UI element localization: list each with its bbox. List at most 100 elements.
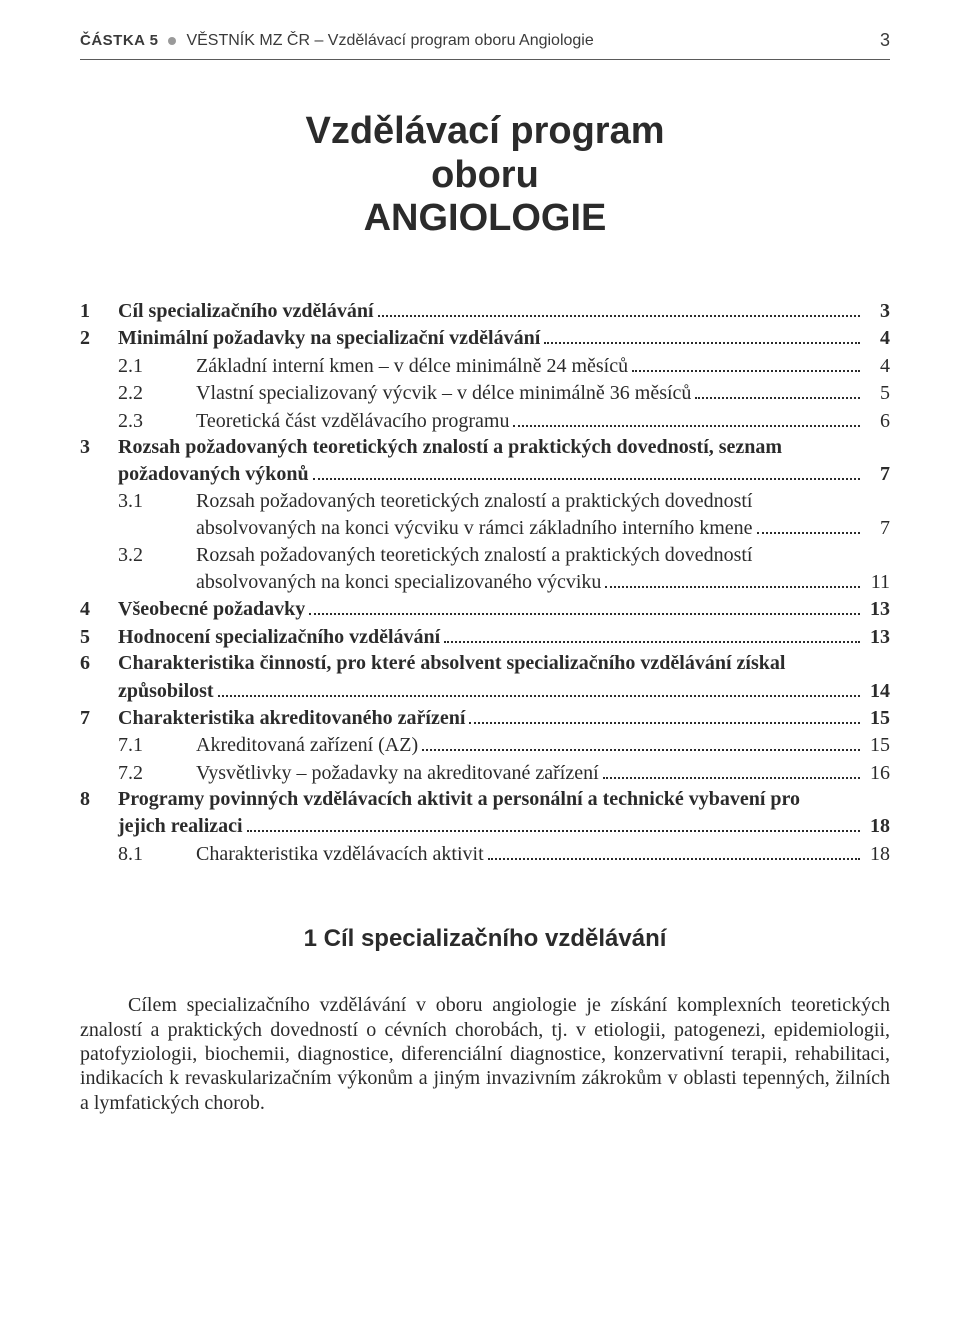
toc-number: 5 [80,624,118,650]
toc-label: jejich realizaci [80,813,243,839]
title-line-3: ANGIOLOGIE [80,197,890,241]
toc-leader [444,623,860,643]
toc-subentry: 7.2Vysvětlivky – požadavky na akreditova… [80,759,890,786]
toc-label: Všeobecné požadavky [118,596,305,622]
toc-leader [695,379,860,399]
toc-entry: 2Minimální požadavky na specializační vz… [80,324,890,351]
toc-label: Hodnocení specializačního vzdělávání [118,624,440,650]
toc-entry: 7Charakteristika akreditovaného zařízení… [80,704,890,731]
toc-subentry: 2.2Vlastní specializovaný výcvik – v dél… [80,379,890,406]
section-heading: 1 Cíl specializačního vzdělávání [80,925,890,953]
toc-page: 13 [864,624,890,650]
toc-leader [218,677,860,697]
toc-number: 8 [80,786,118,812]
toc-label: Vysvětlivky – požadavky na akreditované … [196,760,599,786]
toc-label: Akreditovaná zařízení (AZ) [196,732,418,758]
toc-leader [757,514,860,534]
toc-page: 3 [864,298,890,324]
toc-label: Rozsah požadovaných teoretických znalost… [196,488,752,514]
header-title: VĚSTNÍK MZ ČR – Vzdělávací program oboru… [186,32,593,50]
toc-page: 4 [864,325,890,351]
toc-subentry: 2.3Teoretická část vzdělávacího programu… [80,407,890,434]
toc-number: 2.3 [118,408,196,434]
toc-number: 2 [80,325,118,351]
toc-entry: 6Charakteristika činností, pro které abs… [80,650,890,676]
toc-page: 18 [864,841,890,867]
toc-entry-continuation: požadovaných výkonů7 [80,460,890,487]
toc-label: Teoretická část vzdělávacího programu [196,408,509,434]
toc-page: 13 [864,596,890,622]
bullet-icon [168,37,176,45]
toc-number: 2.2 [118,380,196,406]
toc-leader [313,460,860,480]
toc-leader [513,407,860,427]
toc-leader [632,352,860,372]
toc-number: 7.1 [118,732,196,758]
toc-label: absolvovaných na konci specializovaného … [118,569,601,595]
header-part: ČÁSTKA 5 [80,32,158,49]
title-line-1: Vzdělávací program [80,110,890,154]
toc-number: 3.1 [118,488,196,514]
document-title: Vzdělávací program oboru ANGIOLOGIE [80,110,890,241]
toc-number: 1 [80,298,118,324]
toc-label: Charakteristika vzdělávacích aktivit [196,841,484,867]
toc-subentry: 3.1Rozsah požadovaných teoretických znal… [80,488,890,514]
toc-page: 15 [864,705,890,731]
toc-number: 4 [80,596,118,622]
toc-subentry: 2.1Základní interní kmen – v délce minim… [80,352,890,379]
toc-entry: 3Rozsah požadovaných teoretických znalos… [80,434,890,460]
toc-number: 6 [80,650,118,676]
toc-page: 15 [864,732,890,758]
toc-label: Charakteristika činností, pro které abso… [118,650,785,676]
toc-entry-continuation: způsobilost 14 [80,677,890,704]
toc-label: absolvovaných na konci výcviku v rámci z… [118,515,753,541]
toc-label: Programy povinných vzdělávacích aktivit … [118,786,800,812]
toc-page: 4 [864,353,890,379]
toc-label: Charakteristika akreditovaného zařízení [118,705,465,731]
toc-subentry: 3.2Rozsah požadovaných teoretických znal… [80,542,890,568]
toc-page: 18 [864,813,890,839]
toc-number: 7 [80,705,118,731]
toc-entry-continuation: jejich realizaci 18 [80,812,890,839]
toc-leader [469,704,860,724]
page: ČÁSTKA 5 VĚSTNÍK MZ ČR – Vzdělávací prog… [0,0,960,1330]
toc-page: 5 [864,380,890,406]
section-body: Cílem specializačního vzdělávání v oboru… [80,993,890,1115]
toc-label: Základní interní kmen – v délce minimáln… [196,353,628,379]
toc-leader [247,812,860,832]
toc-entry: 8Programy povinných vzdělávacích aktivit… [80,786,890,812]
table-of-contents: 1Cíl specializačního vzdělávání32Minimál… [80,297,890,867]
toc-page: 6 [864,408,890,434]
toc-leader [422,731,860,751]
toc-leader [603,759,860,779]
toc-label: Rozsah požadovaných teoretických znalost… [118,434,782,460]
toc-page: 11 [864,569,890,595]
toc-leader [309,595,860,615]
toc-entry: 1Cíl specializačního vzdělávání3 [80,297,890,324]
title-line-2: oboru [80,154,890,198]
toc-subentry: 8.1Charakteristika vzdělávacích aktivit 1… [80,840,890,867]
toc-subentry-continuation: absolvovaných na konci výcviku v rámci z… [80,514,890,541]
toc-leader [605,568,860,588]
toc-number: 8.1 [118,841,196,867]
toc-label: způsobilost [80,678,214,704]
toc-number: 7.2 [118,760,196,786]
header-page-number: 3 [880,30,890,51]
toc-label: Minimální požadavky na specializační vzd… [118,325,540,351]
toc-entry: 4Všeobecné požadavky 13 [80,595,890,622]
toc-entry: 5Hodnocení specializačního vzdělávání 13 [80,623,890,650]
toc-page: 7 [864,515,890,541]
toc-subentry: 7.1Akreditovaná zařízení (AZ) 15 [80,731,890,758]
running-header: ČÁSTKA 5 VĚSTNÍK MZ ČR – Vzdělávací prog… [80,30,890,51]
toc-number: 2.1 [118,353,196,379]
toc-subentry-continuation: absolvovaných na konci specializovaného … [80,568,890,595]
toc-number: 3 [80,434,118,460]
toc-label: Rozsah požadovaných teoretických znalost… [196,542,752,568]
toc-page: 16 [864,760,890,786]
toc-label: Vlastní specializovaný výcvik – v délce … [196,380,691,406]
toc-number: 3.2 [118,542,196,568]
toc-page: 14 [864,678,890,704]
header-rule [80,59,890,60]
toc-leader [378,297,860,317]
toc-leader [544,324,860,344]
